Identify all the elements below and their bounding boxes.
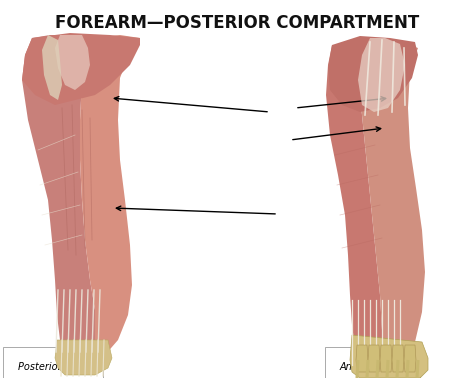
Polygon shape <box>404 345 416 372</box>
Polygon shape <box>22 35 95 358</box>
Polygon shape <box>350 335 428 378</box>
Polygon shape <box>22 33 140 105</box>
Polygon shape <box>380 345 392 372</box>
Polygon shape <box>392 345 404 372</box>
Polygon shape <box>55 35 90 90</box>
Polygon shape <box>356 345 368 372</box>
Text: Posterior View: Posterior View <box>18 362 88 372</box>
Polygon shape <box>55 340 112 375</box>
Text: FOREARM—POSTERIOR COMPARTMENT: FOREARM—POSTERIOR COMPARTMENT <box>55 14 419 32</box>
Polygon shape <box>326 45 382 368</box>
Polygon shape <box>42 35 62 100</box>
Polygon shape <box>352 40 425 368</box>
Text: Anterior View: Anterior View <box>340 362 406 372</box>
Polygon shape <box>328 36 418 112</box>
Polygon shape <box>368 345 380 372</box>
Polygon shape <box>80 35 140 358</box>
Polygon shape <box>358 38 405 112</box>
